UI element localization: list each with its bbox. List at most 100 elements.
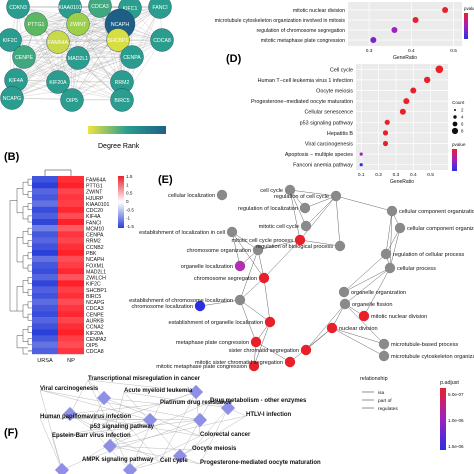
gene-diamond-node: [102, 438, 118, 454]
dendrogram-branch: [27, 277, 32, 284]
x-tick-label: 0.3: [393, 172, 400, 178]
heatmap-row-label: KIF4A: [86, 214, 101, 220]
go-relation-edge: [253, 321, 271, 367]
ppi-edge: [57, 39, 163, 83]
go-relation-edge: [239, 299, 257, 343]
gene-node: [0, 86, 24, 110]
colorbar-tick-label: -1.5: [126, 224, 134, 229]
dendrogram-branch: [27, 338, 32, 345]
go-term-label: regulation of chromosome segregation: [256, 28, 345, 34]
gene-node: [66, 12, 90, 36]
heatmap-cell: [58, 182, 84, 189]
panel-b-heatmap: FAM64APTTG1ZWINTHJURPKIAA0101CDC20KIF4AF…: [9, 169, 134, 364]
count-legend-dot: [453, 115, 457, 119]
dendrogram-branch: [22, 329, 28, 342]
go-relation-edge: [331, 327, 385, 345]
pathway-edge: [199, 407, 229, 465]
ppi-edge: [23, 56, 123, 101]
go-term-dot: [412, 17, 419, 23]
heatmap-cell: [58, 268, 84, 275]
gene-node-label: SHCBP1: [108, 38, 129, 44]
go-term-label: microtubule cytoskeleton organization in…: [391, 354, 474, 360]
go-term-label: establishment of organelle localization: [168, 320, 263, 326]
pathway-edge: [87, 379, 131, 471]
pathway-label: HTLV-I infection: [246, 412, 292, 418]
dendrogram-branch: [27, 264, 32, 272]
pathway-edge: [69, 403, 161, 415]
go-term-label: chromosome organization: [187, 248, 251, 254]
heatmap-cell: [32, 200, 58, 207]
dendrogram-branch: [27, 289, 32, 296]
gene-diamond-node: [142, 412, 158, 428]
go-term-label: cellular component organization or bioge…: [399, 209, 474, 215]
kegg-term-dot: [410, 87, 417, 94]
gene-node-label: KIFC1: [123, 6, 138, 12]
dendrogram-branch: [22, 304, 28, 318]
colorbar-tick-label: 0.5: [126, 191, 133, 196]
go-term-label: regulation of localization: [238, 206, 298, 212]
go-relation-edge: [331, 327, 385, 357]
pathway-edge: [51, 419, 201, 438]
kegg-term-dot: [382, 140, 389, 147]
gene-diamond-node: [220, 400, 236, 416]
go-term-label: cell cycle: [260, 188, 283, 194]
heatmap-cell: [58, 341, 84, 349]
x-tick-label: 0.1: [358, 172, 365, 178]
gene-node: [24, 12, 48, 36]
heatmap-cell: [58, 329, 84, 336]
heatmap-row-label: KIF2C: [86, 282, 101, 288]
heatmap-cell: [58, 286, 84, 293]
heatmap-cell: [32, 335, 58, 342]
ppi-edge: [9, 39, 79, 59]
heatmap-cell: [58, 249, 84, 256]
heatmap-row-label: SHCBP1: [86, 288, 107, 294]
go-relation-edge: [299, 195, 337, 241]
go-term-label: mitotic metaphase plate congression: [261, 38, 345, 44]
go-term-node: [326, 322, 338, 334]
x-tick-label: 0.4: [408, 48, 415, 54]
ppi-edge: [15, 6, 161, 81]
panel-b-label: (B): [4, 151, 20, 163]
pathway-edge: [191, 407, 229, 451]
heatmap-col-label: NP: [67, 358, 75, 364]
go-relation-edge: [305, 195, 337, 227]
go-term-node: [258, 272, 270, 284]
gene-node: [46, 30, 70, 54]
gene-node-label: ZWINT: [70, 22, 87, 28]
go-term-label: mitotic nuclear division: [371, 314, 427, 320]
heatmap-cell: [32, 311, 58, 318]
pathway-edge: [129, 435, 201, 471]
heatmap-row-label: MCM10: [86, 226, 104, 232]
dendrogram-branch: [27, 203, 32, 210]
ppi-edge: [71, 56, 133, 101]
pathway-edge: [123, 391, 229, 409]
pathway-edge: [69, 379, 89, 415]
go-relation-edge: [239, 277, 265, 301]
heatmap-cell: [58, 176, 84, 183]
go-term-dot: [391, 27, 398, 33]
heatmap-cell: [58, 261, 84, 269]
heatmap-cell: [32, 304, 58, 312]
pathway-label: Colorectal cancer: [200, 432, 251, 438]
relationship-legend-label: regulates: [378, 406, 398, 412]
pathway-edge: [39, 389, 201, 421]
heatmap-row-label: PBK: [86, 251, 97, 257]
ppi-edge: [57, 41, 123, 83]
heatmap-row-label: CDC20: [86, 208, 103, 214]
gene-node-label: PTTG1: [28, 22, 45, 28]
go-term-node: [226, 226, 238, 238]
gene-node: [148, 0, 172, 19]
ppi-edge: [11, 57, 79, 99]
pvalue-colorbar: [452, 149, 457, 171]
go-relation-edge: [335, 195, 341, 247]
kegg-term-label: Oocyte meiosis: [316, 89, 353, 95]
go-term-label: organelle localization: [181, 264, 233, 270]
gene-node: [0, 28, 22, 52]
gene-node-label: KIAA0101: [58, 5, 81, 11]
kegg-term-label: Progesterone−mediated oocyte maturation: [251, 99, 353, 105]
pathway-edge: [109, 415, 247, 447]
gene-node: [66, 46, 90, 70]
heatmap-cell: [32, 292, 58, 299]
count-legend-label: 2: [461, 108, 464, 113]
